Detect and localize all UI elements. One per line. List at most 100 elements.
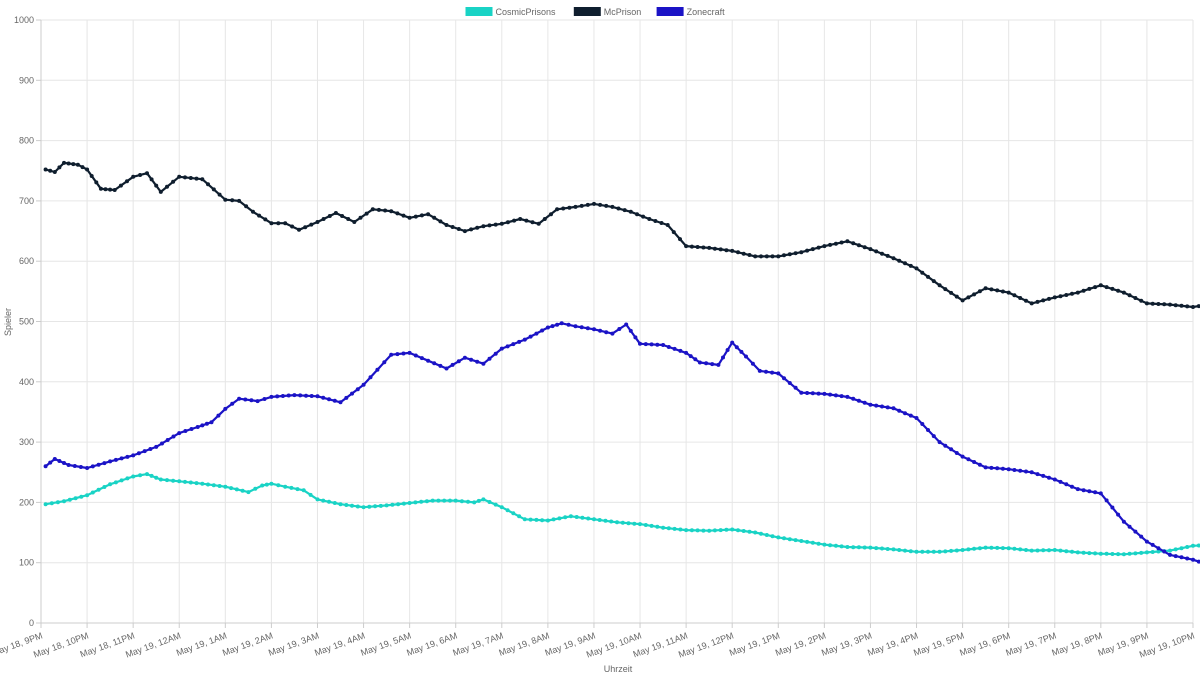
data-point <box>793 538 798 543</box>
data-point <box>52 170 57 174</box>
data-point <box>493 222 498 227</box>
legend-item-cosmicprisons[interactable]: CosmicPrisons <box>465 7 557 17</box>
data-point <box>459 499 464 504</box>
data-point <box>609 519 614 524</box>
data-point <box>1150 542 1155 547</box>
data-point <box>960 298 965 303</box>
data-point <box>776 535 781 540</box>
data-point <box>244 204 249 209</box>
x-tick-label: May 19, 6PM <box>958 630 1011 658</box>
data-point <box>592 201 596 206</box>
data-point <box>309 222 314 227</box>
data-point <box>62 499 66 504</box>
data-point <box>200 423 205 428</box>
data-point <box>158 477 163 482</box>
data-point <box>1070 549 1074 554</box>
data-point <box>1179 555 1184 560</box>
data-point <box>154 183 159 188</box>
data-point <box>177 479 182 484</box>
data-point <box>505 508 510 513</box>
data-point <box>90 490 95 495</box>
data-point <box>382 360 387 365</box>
data-point <box>1052 295 1057 300</box>
data-point <box>592 327 596 332</box>
data-point <box>845 394 850 399</box>
data-point <box>1121 552 1126 557</box>
data-point <box>430 498 435 503</box>
data-point <box>885 547 890 551</box>
data-point <box>188 480 193 485</box>
legend-item-zonecraft[interactable]: Zonecraft <box>656 7 726 17</box>
data-point <box>684 528 689 533</box>
data-point <box>1133 296 1138 300</box>
data-point <box>524 218 529 223</box>
data-point <box>1133 529 1138 534</box>
data-point <box>926 549 930 554</box>
data-point <box>704 361 709 366</box>
data-point <box>1012 468 1017 472</box>
data-point <box>579 203 584 208</box>
data-point <box>995 466 1000 471</box>
data-point <box>943 443 948 448</box>
data-point <box>1093 285 1098 290</box>
data-point <box>177 431 182 436</box>
data-point <box>914 266 919 271</box>
data-point <box>1196 304 1200 309</box>
data-point <box>154 475 159 480</box>
data-point <box>315 220 320 224</box>
data-point <box>327 499 331 504</box>
data-point <box>545 325 550 330</box>
data-point <box>85 493 90 498</box>
data-point <box>112 188 117 192</box>
data-point <box>1035 472 1040 477</box>
data-point <box>649 523 654 528</box>
data-point <box>1024 469 1028 474</box>
data-point <box>1075 487 1080 492</box>
data-point <box>862 245 867 250</box>
data-point <box>559 321 564 326</box>
data-point <box>407 501 412 505</box>
data-point <box>1127 293 1132 298</box>
data-point <box>62 160 66 165</box>
data-point <box>358 215 363 220</box>
data-point <box>487 500 492 504</box>
data-point <box>1000 546 1005 551</box>
data-point <box>165 478 169 483</box>
data-point <box>1110 286 1115 291</box>
data-point <box>346 217 351 221</box>
data-point <box>643 342 648 347</box>
data-point <box>874 546 879 551</box>
data-point <box>759 531 763 536</box>
data-point <box>579 325 584 330</box>
data-point <box>545 518 550 523</box>
data-point <box>557 516 562 521</box>
data-point <box>249 398 254 403</box>
data-point <box>154 444 159 449</box>
data-point <box>710 362 715 367</box>
data-point <box>344 503 349 507</box>
data-point <box>426 358 431 363</box>
data-point <box>1116 288 1121 293</box>
data-point <box>321 395 326 400</box>
data-point <box>444 366 449 371</box>
data-point <box>217 192 222 197</box>
data-point <box>66 161 71 166</box>
data-point <box>868 247 873 252</box>
data-point <box>903 411 907 416</box>
data-point <box>574 515 579 519</box>
data-point <box>1024 548 1028 552</box>
data-point <box>512 218 517 223</box>
data-point <box>522 517 527 522</box>
x-tick-label: May 19, 3PM <box>820 630 873 658</box>
legend[interactable]: CosmicPrisons McPrison Zonecraft <box>465 7 726 17</box>
data-point <box>481 224 486 229</box>
data-point <box>839 544 844 549</box>
data-point <box>536 221 541 226</box>
data-point <box>822 391 827 396</box>
data-point <box>1047 548 1051 553</box>
data-point <box>753 254 758 259</box>
data-point <box>332 501 337 505</box>
data-point <box>78 465 83 469</box>
legend-item-mcprison[interactable]: McPrison <box>573 7 642 17</box>
data-point <box>764 254 769 259</box>
